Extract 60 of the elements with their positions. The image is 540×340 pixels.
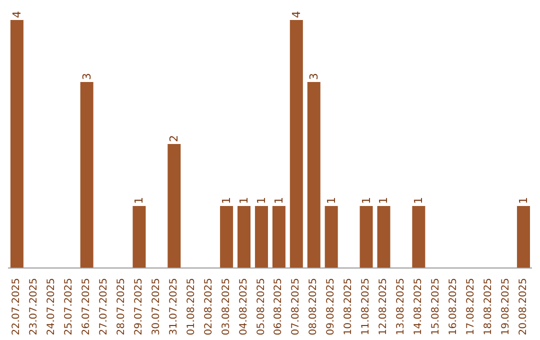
x-tick-label: 26.07.2025 bbox=[81, 278, 92, 336]
bar bbox=[377, 206, 390, 268]
bar bbox=[307, 82, 320, 268]
x-tick-label: 23.07.2025 bbox=[28, 278, 40, 336]
x-tick-label: 24.07.2025 bbox=[46, 278, 58, 336]
data-label: 3 bbox=[80, 73, 94, 80]
bar bbox=[272, 206, 286, 268]
x-tick-label: 04.08.2025 bbox=[238, 278, 250, 336]
data-label: 1 bbox=[412, 197, 426, 204]
data-label: 1 bbox=[254, 197, 268, 204]
data-label: 4 bbox=[10, 11, 24, 18]
x-tick-label: 27.07.2025 bbox=[98, 278, 110, 336]
x-tick-label: 06.08.2025 bbox=[273, 278, 284, 336]
x-tick-label: 28.07.2025 bbox=[116, 278, 128, 336]
x-tick-label: 02.08.2025 bbox=[203, 278, 214, 336]
x-tick-label: 13.08.2025 bbox=[396, 278, 406, 336]
data-label: 1 bbox=[516, 197, 530, 204]
x-tick-label: 09.08.2025 bbox=[326, 278, 337, 336]
bar bbox=[360, 206, 373, 268]
data-label: 1 bbox=[220, 197, 234, 204]
bar bbox=[324, 206, 338, 268]
bar bbox=[10, 20, 24, 268]
x-tick-label: 07.08.2025 bbox=[290, 278, 302, 336]
bar bbox=[220, 206, 234, 268]
x-tick-label: 25.07.2025 bbox=[64, 278, 75, 336]
data-label: 1 bbox=[238, 197, 251, 204]
x-tick-label: 11.08.2025 bbox=[360, 278, 372, 336]
x-tick-label: 08.08.2025 bbox=[308, 278, 320, 336]
x-tick-label: 15.08.2025 bbox=[430, 278, 442, 336]
x-tick-label: 17.08.2025 bbox=[465, 278, 476, 336]
x-tick-label: 19.08.2025 bbox=[500, 278, 512, 336]
x-tick-label: 01.08.2025 bbox=[186, 278, 197, 336]
x-tick-label: 31.07.2025 bbox=[168, 278, 180, 336]
data-label: 1 bbox=[132, 197, 146, 204]
bar bbox=[168, 144, 181, 268]
bar bbox=[80, 82, 94, 268]
bar bbox=[238, 206, 251, 268]
data-label: 1 bbox=[272, 197, 286, 204]
bar bbox=[290, 20, 303, 268]
data-label: 4 bbox=[290, 11, 303, 18]
x-tick-label: 05.08.2025 bbox=[256, 278, 267, 336]
x-tick-label: 12.08.2025 bbox=[378, 278, 390, 336]
x-tick-label: 03.08.2025 bbox=[220, 278, 232, 336]
bar bbox=[254, 206, 268, 268]
x-tick-label: 10.08.2025 bbox=[343, 278, 354, 336]
x-tick-label: 29.07.2025 bbox=[134, 278, 144, 336]
x-tick-label: 30.07.2025 bbox=[150, 278, 162, 336]
bar bbox=[412, 206, 426, 268]
x-tick-label: 22.07.2025 bbox=[11, 278, 22, 336]
data-label: 2 bbox=[168, 135, 181, 142]
bar bbox=[132, 206, 146, 268]
x-tick-label: 18.08.2025 bbox=[482, 278, 494, 336]
bar bbox=[516, 206, 530, 268]
x-tick-label: 16.08.2025 bbox=[448, 278, 459, 336]
x-tick-label: 14.08.2025 bbox=[412, 278, 424, 336]
data-label: 1 bbox=[360, 197, 373, 204]
data-label: 3 bbox=[307, 73, 320, 80]
data-label: 1 bbox=[324, 197, 338, 204]
x-tick-label: 20.08.2025 bbox=[518, 278, 529, 336]
data-label: 1 bbox=[377, 197, 390, 204]
